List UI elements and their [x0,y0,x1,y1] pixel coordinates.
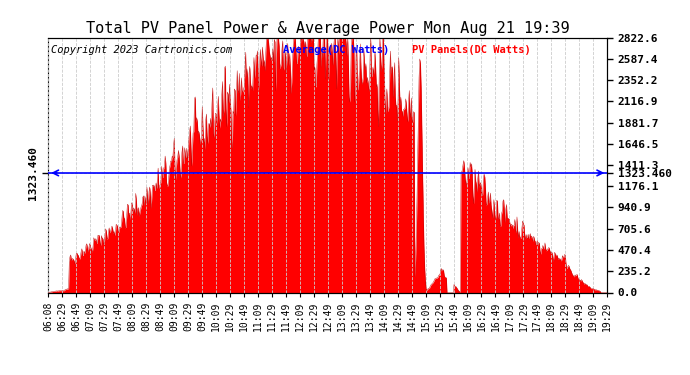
Text: Copyright 2023 Cartronics.com: Copyright 2023 Cartronics.com [51,45,233,55]
Title: Total PV Panel Power & Average Power Mon Aug 21 19:39: Total PV Panel Power & Average Power Mon… [86,21,569,36]
Text: Average(DC Watts): Average(DC Watts) [283,45,389,55]
Text: PV Panels(DC Watts): PV Panels(DC Watts) [412,45,531,55]
